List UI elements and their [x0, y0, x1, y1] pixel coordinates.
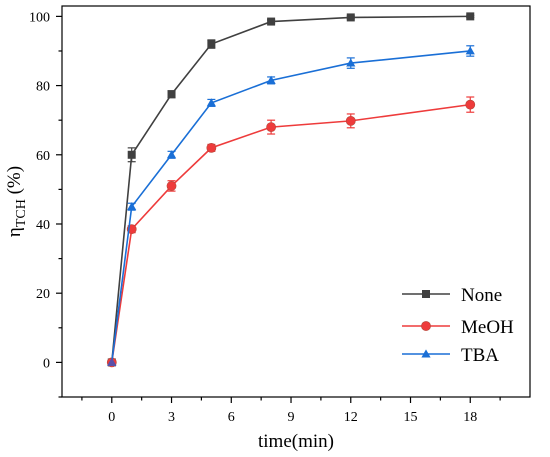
y-tick-label: 80	[36, 80, 50, 95]
x-axis-title: time(min)	[258, 431, 334, 452]
data-point-tba	[465, 46, 475, 55]
y-tick-label: 100	[29, 10, 50, 25]
series-line-tba	[110, 50, 471, 363]
data-point-tba	[206, 98, 216, 107]
axes: 0 3 6 9 12 15 18 0 20 40 60 80 100	[29, 5, 531, 425]
data-point-meoh	[345, 115, 356, 126]
x-tick-label: 3	[168, 410, 175, 425]
data-point-meoh	[465, 99, 476, 110]
legend-label-meoh: MeOH	[461, 317, 514, 338]
legend-label-none: None	[461, 285, 502, 306]
data-point-meoh	[166, 181, 177, 191]
series-layer	[106, 12, 476, 368]
data-point-none	[167, 90, 176, 99]
series-line-meoh	[110, 103, 471, 363]
legend-marker-none	[422, 290, 430, 298]
y-axis-title-main: η	[4, 227, 25, 237]
x-tick-label: 9	[288, 410, 295, 425]
x-tick-label: 0	[108, 410, 115, 425]
data-point-origin	[107, 357, 117, 366]
data-point-tba	[127, 202, 137, 211]
x-tick-label: 18	[463, 410, 477, 425]
y-tick-label: 40	[36, 218, 50, 233]
legend-label-tba: TBA	[461, 345, 499, 366]
data-point-none	[346, 13, 355, 22]
legend-marker-tba	[421, 349, 431, 358]
data-point-tba	[266, 75, 276, 84]
series-none	[107, 12, 475, 367]
y-tick-label: 60	[36, 149, 50, 164]
data-point-tba	[346, 58, 356, 67]
series-line-none	[110, 15, 471, 363]
data-point-none	[207, 40, 216, 49]
legend: None MeOH TBA	[402, 285, 514, 366]
y-axis-title-unit: (%)	[4, 166, 25, 199]
series-meoh	[106, 96, 476, 368]
y-tick-label: 20	[36, 287, 50, 302]
x-tick-label: 12	[344, 410, 358, 425]
x-tick-label: 15	[404, 410, 418, 425]
data-point-tba	[166, 150, 177, 159]
series-tba	[107, 45, 475, 366]
legend-marker-meoh	[421, 321, 431, 331]
y-tick-label: 0	[43, 356, 50, 371]
data-point-none	[466, 12, 475, 21]
y-axis-title-sub: TCH	[14, 199, 29, 227]
data-point-meoh	[206, 142, 217, 153]
data-point-none	[267, 17, 276, 26]
data-point-none	[127, 150, 136, 159]
data-point-meoh	[266, 122, 277, 133]
x-tick-label: 6	[228, 410, 235, 425]
plot-frame	[61, 5, 531, 398]
y-axis-title: ηTCH (%)	[4, 166, 29, 237]
